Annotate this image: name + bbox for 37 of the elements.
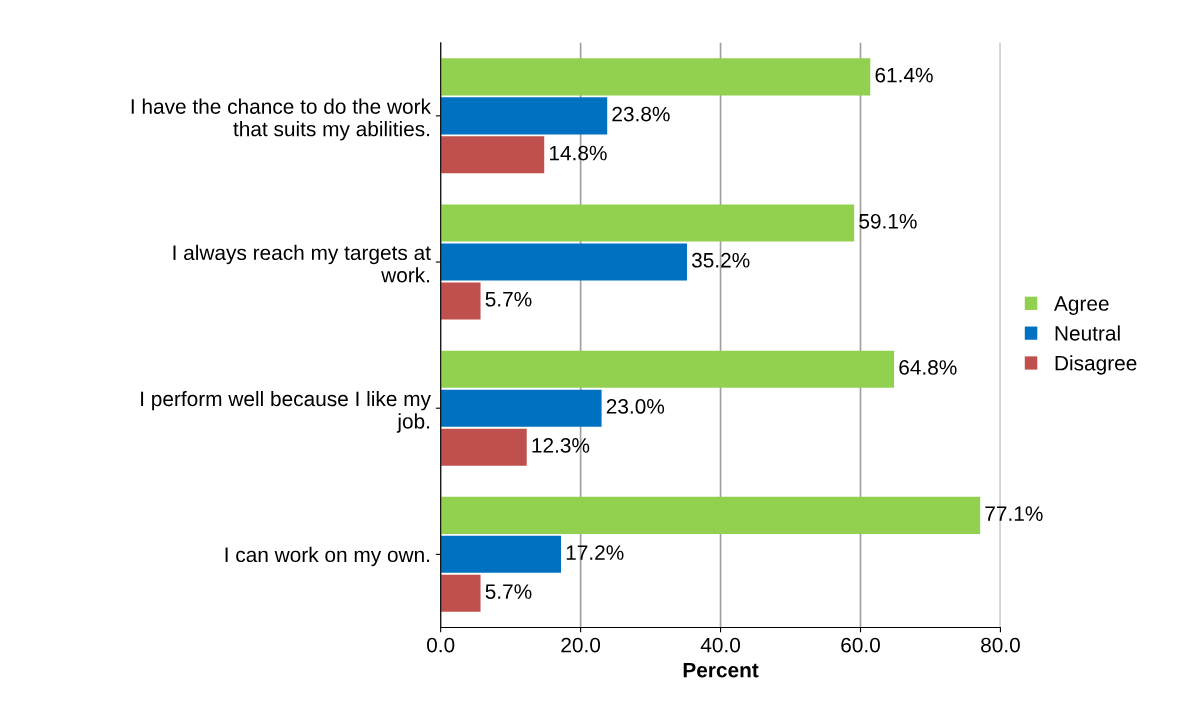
- legend-label: Agree: [1054, 296, 1109, 315]
- x-tick-label: 80.0: [981, 637, 1020, 653]
- bar: [440, 204, 855, 242]
- x-tick-label: 20.0: [561, 637, 601, 653]
- y-tick-label: I always reach my targets at work.: [173, 244, 431, 283]
- data-label: 61.4%: [875, 67, 933, 83]
- x-axis-title: Percent: [683, 662, 759, 678]
- data-label: 59.1%: [859, 213, 917, 229]
- bar: [440, 282, 481, 320]
- bar: [440, 574, 481, 612]
- bar: [440, 535, 562, 573]
- data-label: 17.2%: [566, 545, 624, 560]
- data-label: 64.8%: [899, 360, 957, 375]
- bar: [440, 350, 895, 388]
- x-tick-label: 40.0: [700, 637, 741, 653]
- y-tick-label: I have the chance to do the work that suits my abilities.: [131, 98, 431, 141]
- bar: [440, 58, 871, 96]
- x-tick-label: 60.0: [841, 637, 880, 653]
- y-tick-label: I can work on my own.: [225, 546, 430, 567]
- data-label: 5.7%: [485, 291, 532, 307]
- data-label: 23.8%: [612, 106, 670, 122]
- bar: [440, 389, 602, 427]
- bar: [440, 136, 545, 174]
- bar: [440, 97, 608, 135]
- y-tick-label: I perform well because I like my job.: [141, 390, 431, 433]
- legend-label: Disagree: [1055, 355, 1137, 375]
- x-tick-label: 0.0: [427, 637, 455, 653]
- data-label: 23.0%: [606, 399, 665, 414]
- legend-label: Neutral: [1055, 325, 1120, 341]
- bar: [440, 496, 981, 534]
- data-label: 5.7%: [485, 584, 532, 599]
- data-label: 35.2%: [691, 252, 750, 268]
- data-label: 14.8%: [549, 145, 607, 161]
- bar: [440, 428, 527, 466]
- bar: [440, 243, 687, 281]
- data-label: 12.3%: [532, 438, 590, 453]
- data-label: 77.1%: [985, 506, 1043, 521]
